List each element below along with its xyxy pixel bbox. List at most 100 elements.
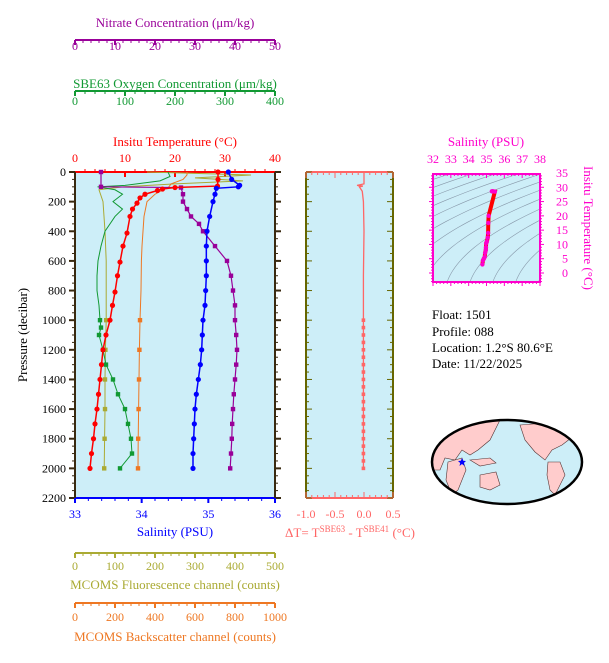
nitrate-tick-label: 50 bbox=[269, 39, 281, 53]
ts-data-point bbox=[480, 262, 485, 267]
ts-y-tick-label: 35 bbox=[556, 166, 568, 180]
temperature-data-point bbox=[90, 436, 97, 442]
temperature-axis-title: Insitu Temperature (°C) bbox=[113, 134, 237, 149]
fluorescence-data-point bbox=[102, 406, 108, 412]
ts-data-point bbox=[482, 250, 488, 256]
isopycnal-line bbox=[446, 208, 540, 282]
delta-data-point bbox=[361, 355, 366, 360]
delta-line bbox=[356, 172, 365, 469]
ts-y-tick-label: 0 bbox=[562, 266, 568, 280]
oxygen-tick-label: 300 bbox=[216, 94, 234, 108]
delta-tick-label: 0.5 bbox=[386, 507, 401, 521]
isopycnal-line bbox=[469, 219, 540, 282]
ts-data-point bbox=[485, 230, 491, 236]
temperature-data-point bbox=[142, 191, 148, 197]
oxygen-data-point bbox=[125, 421, 131, 427]
salinity-data-point bbox=[203, 243, 209, 249]
temperature-data-point bbox=[215, 169, 221, 175]
delta-data-point bbox=[361, 429, 366, 434]
delta-data-point bbox=[361, 392, 366, 397]
ts-y-tick-label: 10 bbox=[556, 237, 568, 251]
salinity-data-point bbox=[212, 191, 218, 197]
delta-data-point bbox=[361, 466, 366, 471]
ts-y-axis-title: Insitu Temperature (°C) bbox=[581, 166, 596, 290]
fluorescence-data-point bbox=[102, 436, 107, 441]
salinity-data-point bbox=[202, 302, 208, 308]
fluorescence-tick-label: 100 bbox=[106, 559, 124, 573]
continent bbox=[469, 457, 497, 467]
ts-y-tick-label: 30 bbox=[556, 180, 568, 194]
y-tick-label: 600 bbox=[48, 254, 66, 268]
continent bbox=[479, 471, 501, 491]
nitrate-data-point bbox=[234, 362, 239, 367]
oxygen-tick-label: 400 bbox=[266, 94, 284, 108]
temperature-data-point bbox=[129, 206, 136, 212]
info-float: Float: 1501 bbox=[432, 307, 492, 322]
ts-x-tick-label: 35 bbox=[481, 152, 493, 166]
delta-axis-title: ΔT= TSBE63 - TSBE41 (°C) bbox=[285, 524, 415, 540]
y-tick-label: 800 bbox=[48, 284, 66, 298]
salinity-data-point bbox=[197, 362, 203, 368]
delta-title-part: SBE63 bbox=[320, 524, 346, 534]
backscatter-data-point bbox=[135, 466, 141, 471]
delta-data-point bbox=[361, 385, 366, 389]
ts-x-tick-label: 37 bbox=[516, 152, 528, 166]
nitrate-data-point bbox=[180, 192, 186, 197]
ts-data-point bbox=[483, 241, 489, 246]
ts-data-point bbox=[480, 258, 486, 263]
salinity-axis-title: Salinity (PSU) bbox=[137, 524, 213, 539]
oxygen-tick-label: 100 bbox=[116, 94, 134, 108]
ts-x-tick-label: 34 bbox=[463, 152, 475, 166]
salinity-data-point bbox=[203, 258, 209, 264]
salinity-data-point bbox=[210, 199, 216, 205]
temperature-data-point bbox=[98, 362, 105, 368]
ts-x-tick-label: 33 bbox=[445, 152, 457, 166]
salinity-data-point bbox=[190, 465, 196, 471]
y-tick-label: 2200 bbox=[42, 491, 66, 505]
temperature-data-point bbox=[97, 376, 103, 383]
temperature-tick-label: 10 bbox=[119, 151, 131, 165]
nitrate-data-point bbox=[196, 221, 202, 227]
temperature-data-point bbox=[103, 332, 109, 338]
backscatter-tick-label: 800 bbox=[226, 610, 244, 624]
ts-data-point bbox=[486, 213, 491, 219]
salinity-data-point bbox=[191, 421, 197, 427]
backscatter-tick-label: 1000 bbox=[263, 610, 287, 624]
salinity-data-point bbox=[203, 273, 209, 279]
salinity-tick-label: 34 bbox=[136, 507, 148, 521]
ts-data-point bbox=[485, 235, 490, 240]
nitrate-tick-label: 30 bbox=[189, 39, 201, 53]
delta-data-point bbox=[361, 377, 366, 382]
info-location: Location: 1.2°S 80.6°E bbox=[432, 340, 553, 355]
delta-title-part: (°C) bbox=[389, 525, 415, 540]
fluorescence-tick-label: 500 bbox=[266, 559, 284, 573]
y-tick-label: 0 bbox=[60, 165, 66, 179]
salinity-data-point bbox=[191, 436, 197, 442]
ts-x-tick-label: 38 bbox=[534, 152, 546, 166]
fluorescence-data-point bbox=[102, 377, 108, 382]
y-tick-label: 1200 bbox=[42, 343, 66, 357]
salinity-data-point bbox=[225, 169, 231, 175]
y-tick-label: 400 bbox=[48, 224, 66, 238]
temperature-tick-label: 30 bbox=[219, 151, 231, 165]
oxygen-data-point bbox=[129, 451, 135, 456]
salinity-tick-label: 33 bbox=[69, 507, 81, 521]
nitrate-data-point bbox=[224, 258, 230, 264]
delta-plot-area bbox=[306, 172, 393, 498]
delta-data-point bbox=[361, 333, 366, 337]
ts-y-tick-label: 20 bbox=[556, 209, 568, 223]
oxygen-data-point bbox=[122, 406, 128, 412]
salinity-data-point bbox=[199, 347, 205, 353]
oxygen-data-point bbox=[96, 332, 102, 338]
ts-data-point bbox=[492, 189, 498, 194]
nitrate-tick-label: 20 bbox=[149, 39, 161, 53]
oxygen-data-point bbox=[115, 392, 121, 397]
temperature-data-point bbox=[94, 406, 100, 412]
fluorescence-axis-title: MCOMS Fluorescence channel (counts) bbox=[70, 577, 280, 592]
salinity-data-point bbox=[200, 317, 206, 323]
temperature-data-point bbox=[87, 465, 93, 471]
oxygen-tick-label: 0 bbox=[72, 94, 78, 108]
oxygen-data-point bbox=[98, 325, 104, 330]
oxygen-data-point bbox=[110, 377, 116, 382]
